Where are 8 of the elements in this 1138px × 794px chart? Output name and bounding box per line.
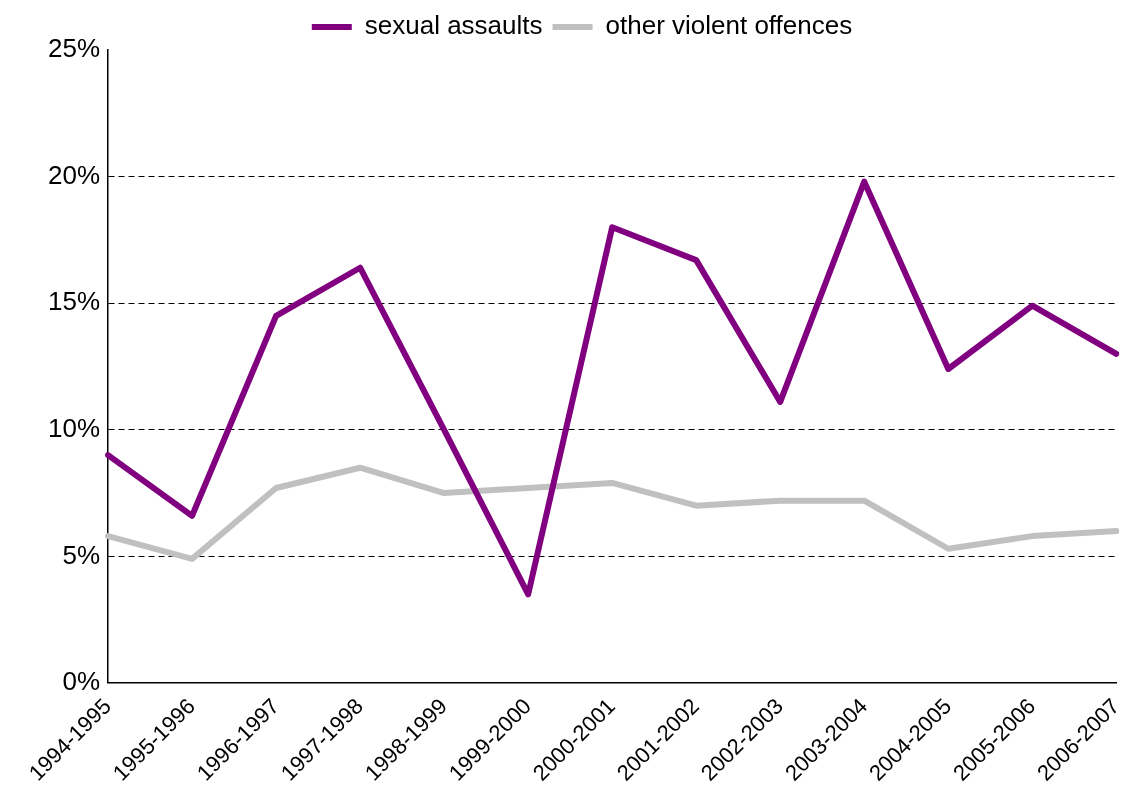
legend-label: sexual assaults [364, 10, 543, 41]
legend-label: other violent offences [605, 10, 853, 41]
y-tick-label: 25% [47, 33, 101, 64]
y-tick-label: 10% [47, 412, 101, 443]
y-tick-label: 15% [47, 286, 101, 317]
y-tick-label: 20% [47, 159, 101, 190]
y-tick-label: 5% [62, 539, 101, 570]
y-tick-label: 0% [62, 666, 101, 697]
